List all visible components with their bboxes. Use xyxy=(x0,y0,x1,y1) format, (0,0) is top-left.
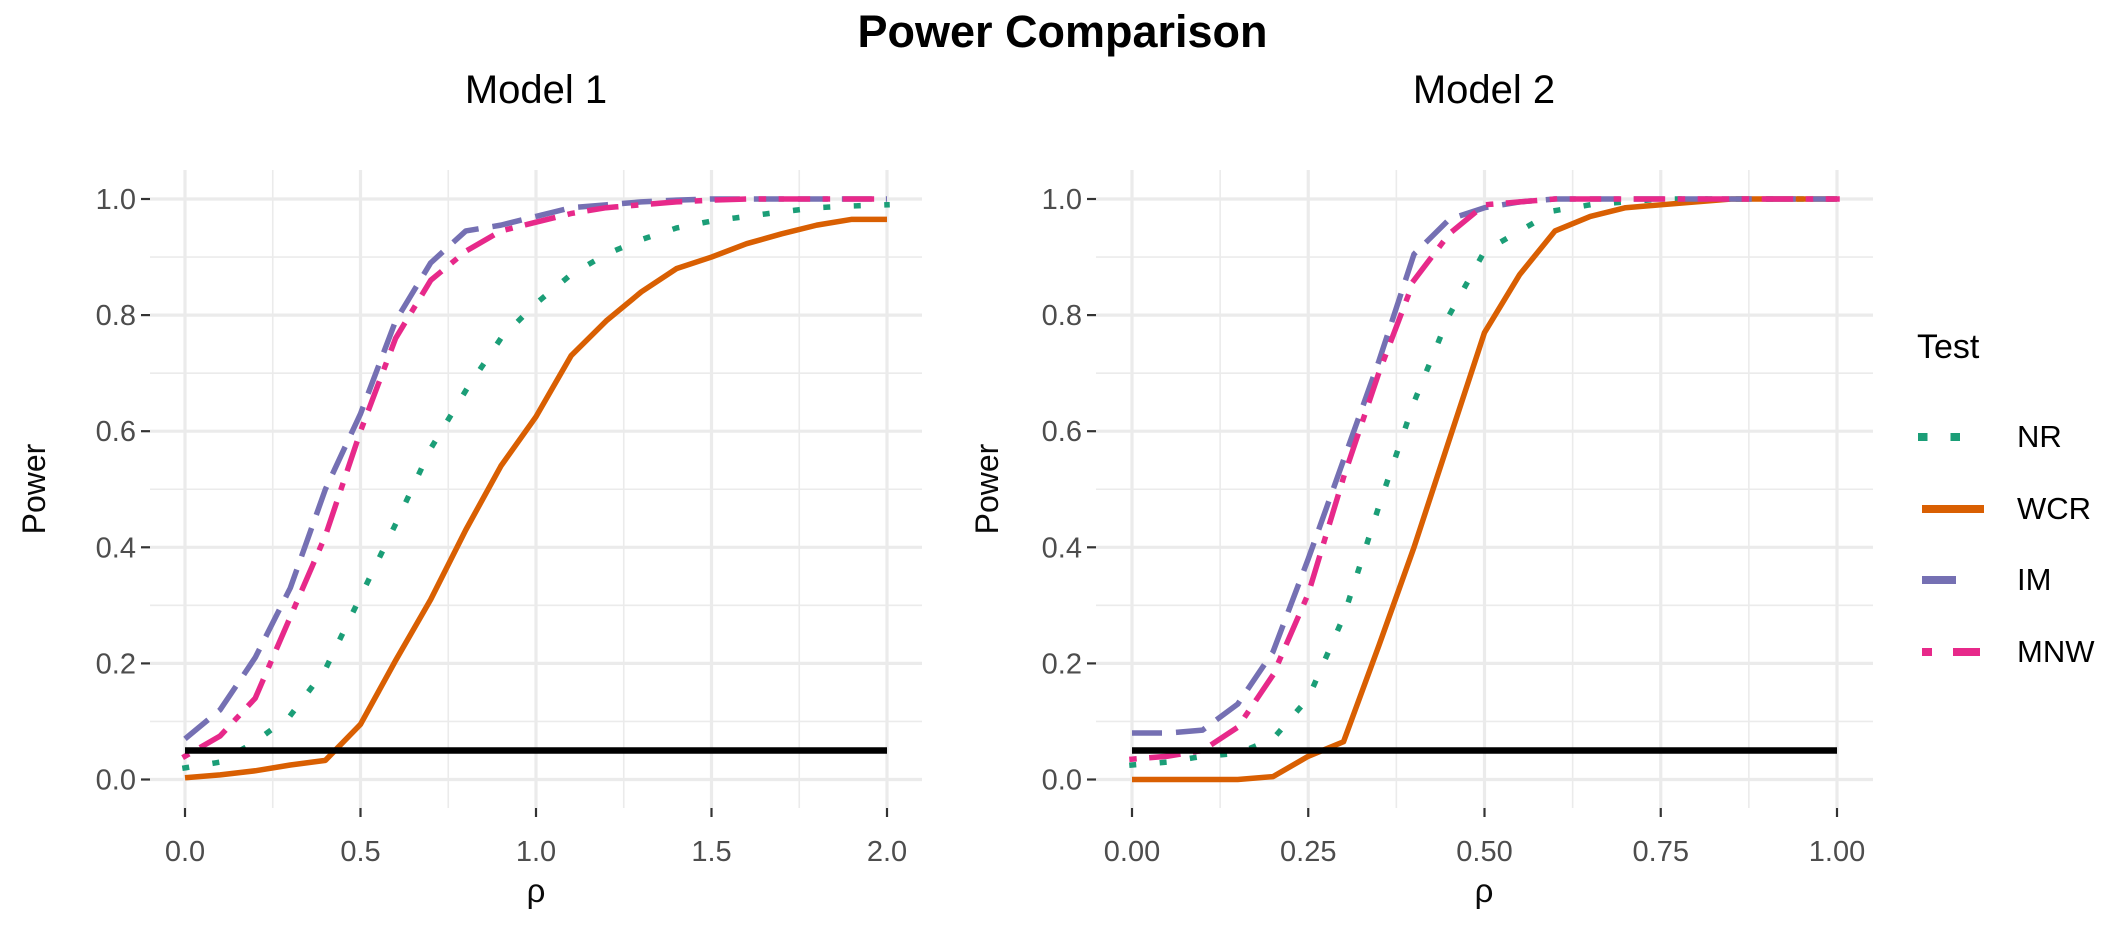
series-line-mnw-panel1 xyxy=(181,196,890,761)
x-tick-label: 0.25 xyxy=(1280,836,1336,868)
chart-title: Power Comparison xyxy=(857,6,1268,57)
panel1-x-axis-title: ρ xyxy=(526,872,546,909)
legend-item-nr: NR xyxy=(1917,417,2125,457)
y-tick-label: 0.4 xyxy=(1042,532,1082,564)
legend-label: IM xyxy=(2017,562,2052,597)
x-tick-label: 2.0 xyxy=(867,836,907,868)
legend-key-wcr-icon xyxy=(1922,505,1984,513)
x-tick-label: 1.5 xyxy=(691,836,731,868)
x-tick-label: 1.00 xyxy=(1809,836,1865,868)
panel2-x-axis-title: ρ xyxy=(1474,872,1494,909)
y-tick-label: 0.4 xyxy=(96,532,136,564)
panel1-title: Model 1 xyxy=(464,68,608,112)
series-line-wcr-panel1 xyxy=(184,216,887,781)
y-tick-label: 0.8 xyxy=(96,300,136,332)
y-tick-label: 0.2 xyxy=(96,648,136,680)
legend-key-nr-icon xyxy=(1918,433,1988,441)
legend-item-wcr: WCR xyxy=(1917,489,2125,529)
y-tick-label: 0.8 xyxy=(1042,300,1082,332)
legend-label: WCR xyxy=(2017,491,2092,526)
y-tick-label: 0.2 xyxy=(1042,648,1082,680)
y-tick-label: 1.0 xyxy=(1042,184,1082,216)
y-tick-label: 1.0 xyxy=(96,184,136,216)
y-tick-label: 0.0 xyxy=(96,765,136,797)
series-line-im-panel1 xyxy=(183,196,887,741)
legend-item-im: IM xyxy=(1917,560,2125,600)
x-tick-label: 0.5 xyxy=(340,836,380,868)
legend-item-mnw: MNW xyxy=(1917,632,2125,672)
series-line-mnw-panel2 xyxy=(1129,196,1840,763)
y-tick-label: 0.6 xyxy=(1042,416,1082,448)
legend-title: Test xyxy=(1917,328,1980,366)
x-tick-label: 0.75 xyxy=(1633,836,1689,868)
x-tick-label: 0.0 xyxy=(165,836,205,868)
legend-key-im-icon xyxy=(1922,576,1984,584)
panel2-title: Model 2 xyxy=(1412,68,1556,112)
y-tick-label: 0.0 xyxy=(1042,765,1082,797)
x-tick-label: 0.00 xyxy=(1104,836,1160,868)
legend-label: NR xyxy=(2017,419,2062,454)
legend-label: MNW xyxy=(2017,634,2095,669)
series-line-im-panel2 xyxy=(1132,196,1837,736)
x-tick-label: 0.50 xyxy=(1456,836,1512,868)
legend-key-mnw-icon xyxy=(1922,648,1984,656)
y-tick-label: 0.6 xyxy=(96,416,136,448)
x-tick-label: 1.0 xyxy=(516,836,556,868)
